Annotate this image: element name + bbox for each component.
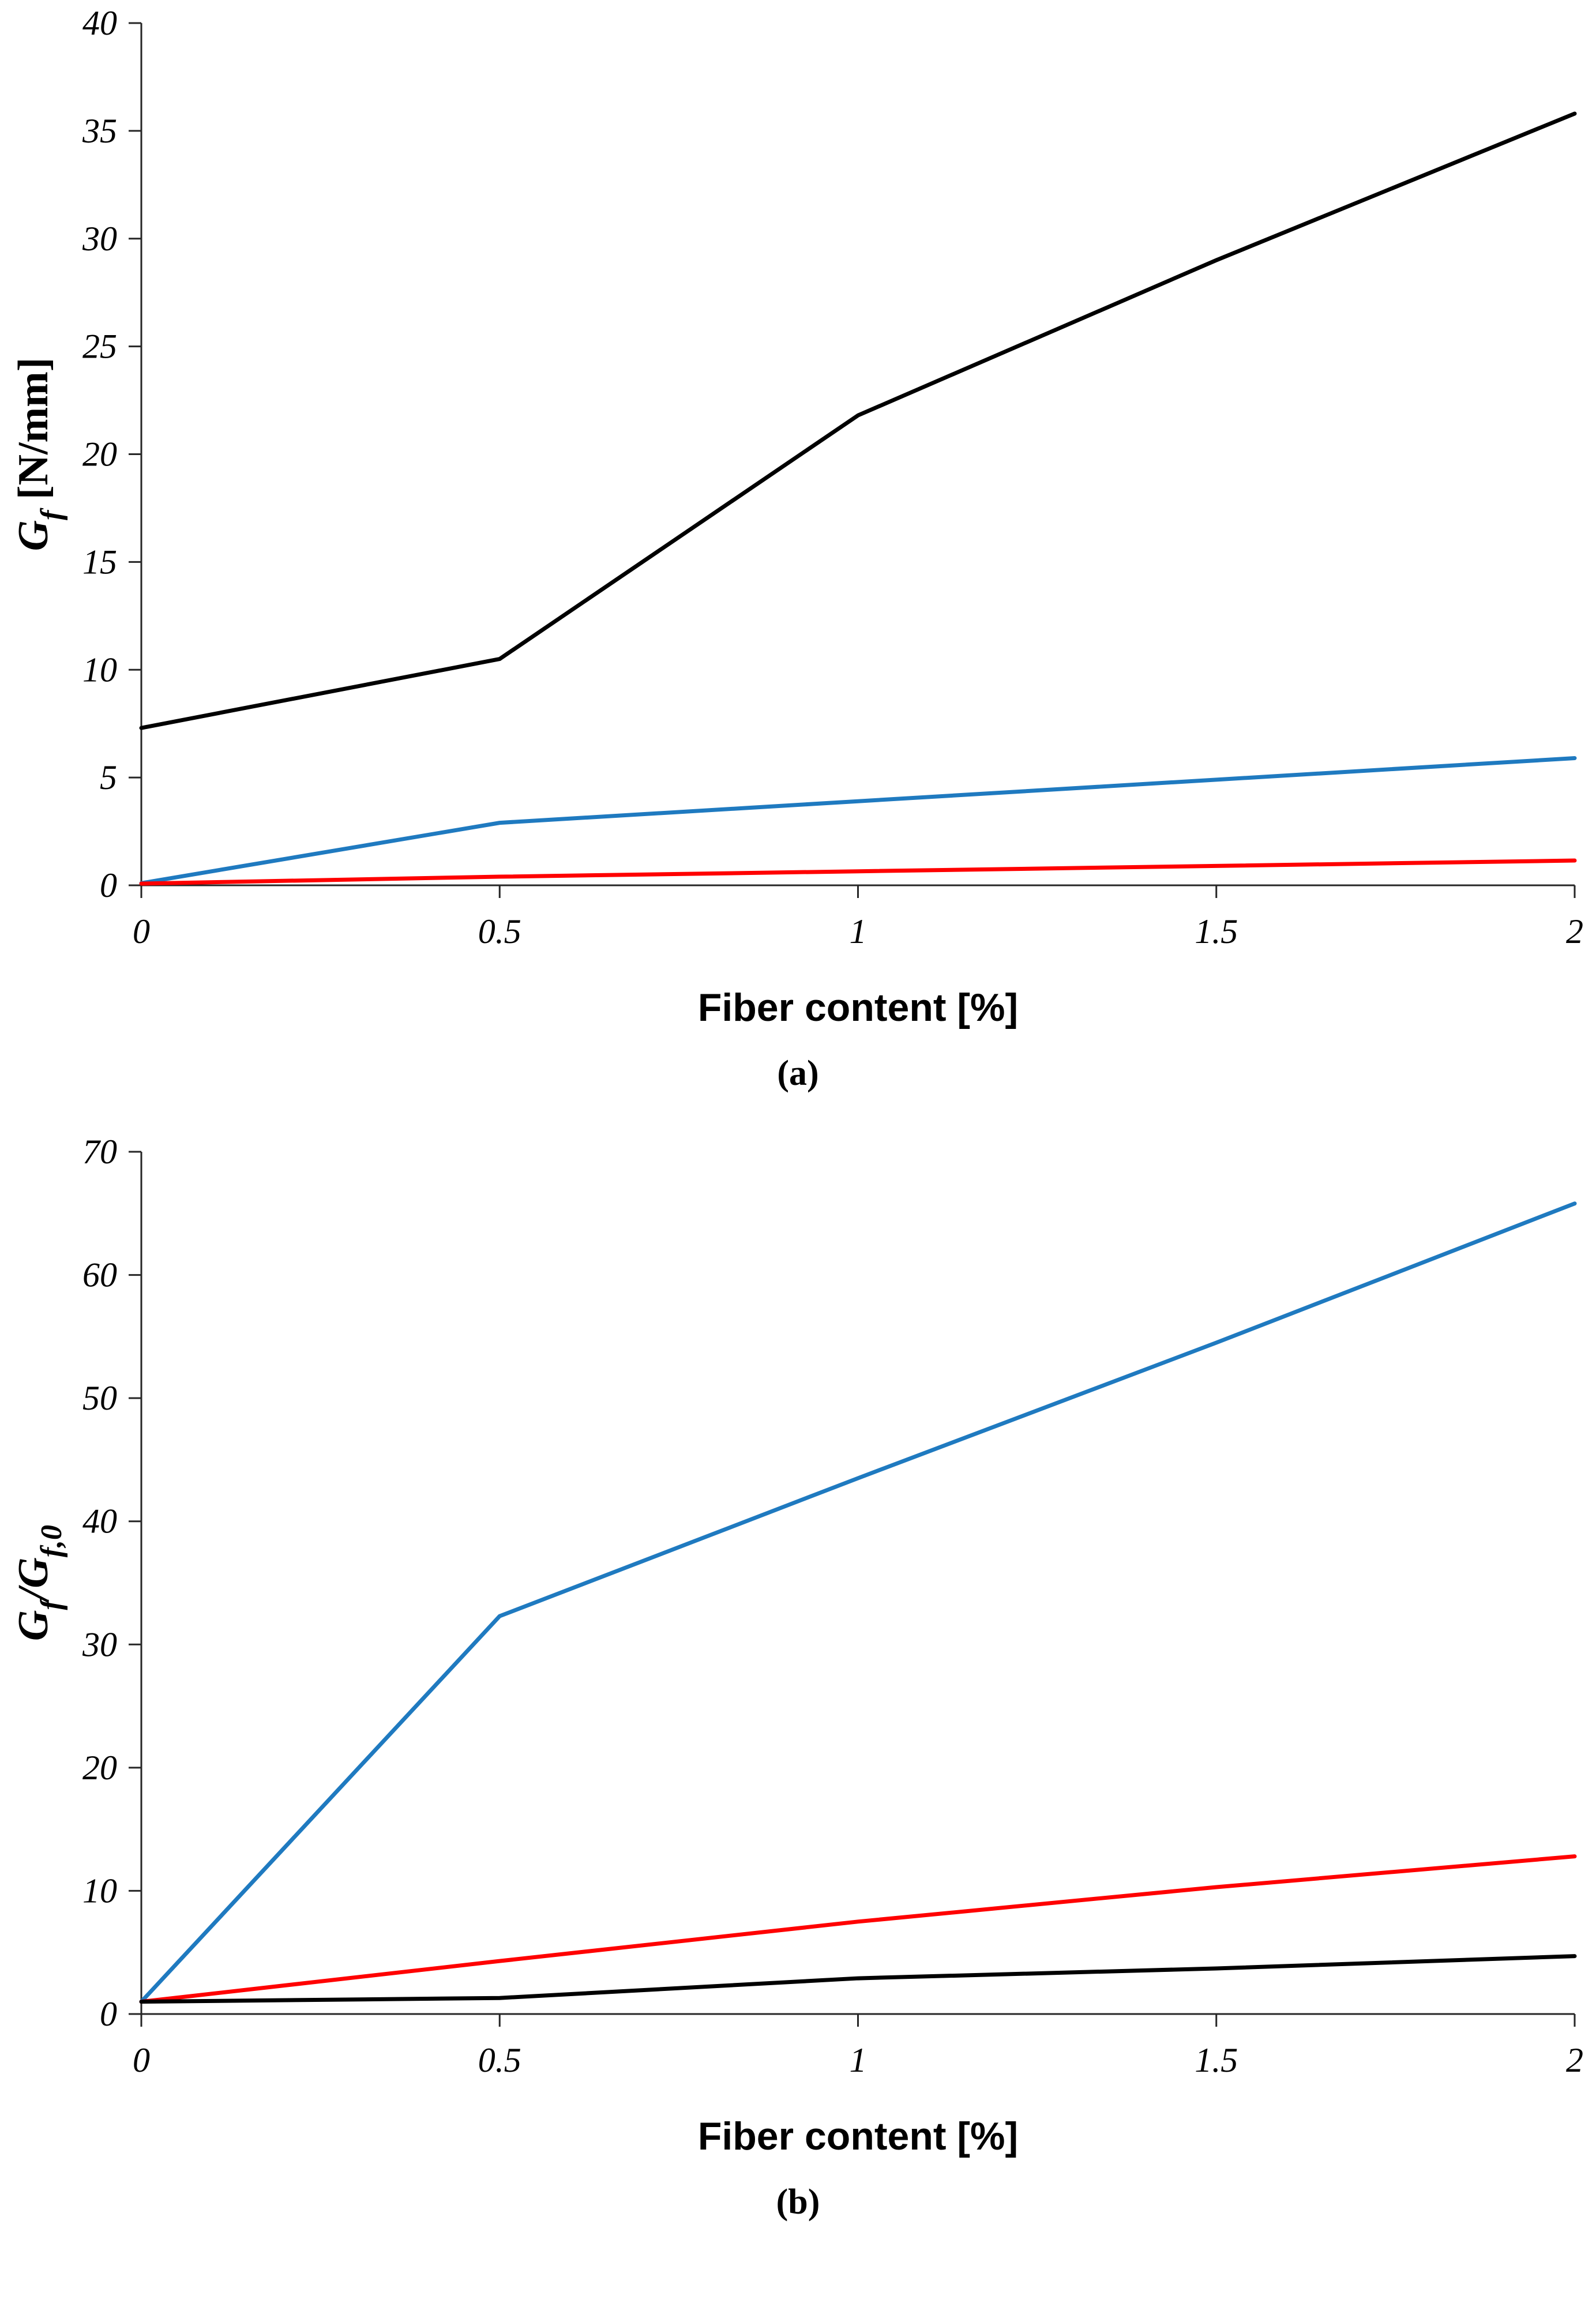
y-tick-label: 15 [82,543,117,581]
y-tick-label: 35 [82,112,117,150]
x-tick-label: 0.5 [478,2041,521,2079]
x-tick-label: 1 [850,912,867,950]
x-tick-label: 1 [850,2041,867,2079]
y-tick-label: 5 [100,758,117,796]
chart-a-canvas: 0 5 10 15 20 25 30 35 40 0 0.5 1 1.5 2 Fiber content [… [10,6,1583,1029]
y-tick-label: 40 [82,6,117,42]
y-tick-label: 0 [100,1995,117,2033]
y-tick-label: 20 [82,1749,117,1787]
black-series-line [139,1954,1577,2004]
y-tick-label: 20 [82,435,117,474]
blue-series-line [139,756,1577,885]
y-tick-label: 30 [82,1625,117,1663]
y-axis-title: Gf/Gf,0 [10,1525,68,1641]
y-tick-label: 70 [82,1134,117,1171]
y-tick-label: 60 [82,1256,117,1294]
red-series-line [139,858,1577,886]
blue-series-line [139,1201,1577,2004]
y-tick-label: 10 [82,651,117,689]
chart-a-block: 0 5 10 15 20 25 30 35 40 0 0.5 1 1.5 2 Fiber content [… [0,6,1596,1094]
black-series-line [139,111,1577,730]
y-tick-label: 30 [82,220,117,258]
x-tick-label: 2 [1566,2041,1583,2079]
chart-a-caption: (a) [777,1054,819,1093]
y-tick-label: 40 [82,1502,117,1540]
chart-b-caption: (b) [776,2182,820,2222]
x-tick-label: 0.5 [478,912,521,950]
y-tick-label: 10 [82,1872,117,1910]
axis-frame [140,1152,1575,2015]
x-tick-label: 0 [133,912,150,950]
y-tick-label: 25 [82,328,117,366]
figure-page: 0 5 10 15 20 25 30 35 40 0 0.5 1 1.5 2 Fiber content [… [0,6,1596,2223]
chart-b-canvas: 0 10 20 30 40 50 60 70 0 0.5 1 1.5 2 Fiber content [%… [10,1134,1583,2158]
x-tick-label: 0 [133,2041,150,2079]
x-axis-title: Fiber content [%] [698,986,1018,1029]
x-axis-title: Fiber content [%] [698,2114,1018,2158]
red-series-line [139,1854,1577,2004]
x-tick-label: 2 [1566,912,1583,950]
y-axis-title: Gf [N/mm] [10,358,68,551]
x-tick-label: 1.5 [1195,912,1238,950]
axis-frame [140,23,1575,886]
x-tick-label: 1.5 [1195,2041,1238,2079]
y-tick-label: 0 [100,866,117,904]
chart-b-block: 0 10 20 30 40 50 60 70 0 0.5 1 1.5 2 Fiber content [%… [0,1134,1596,2223]
y-tick-label: 50 [82,1379,117,1417]
